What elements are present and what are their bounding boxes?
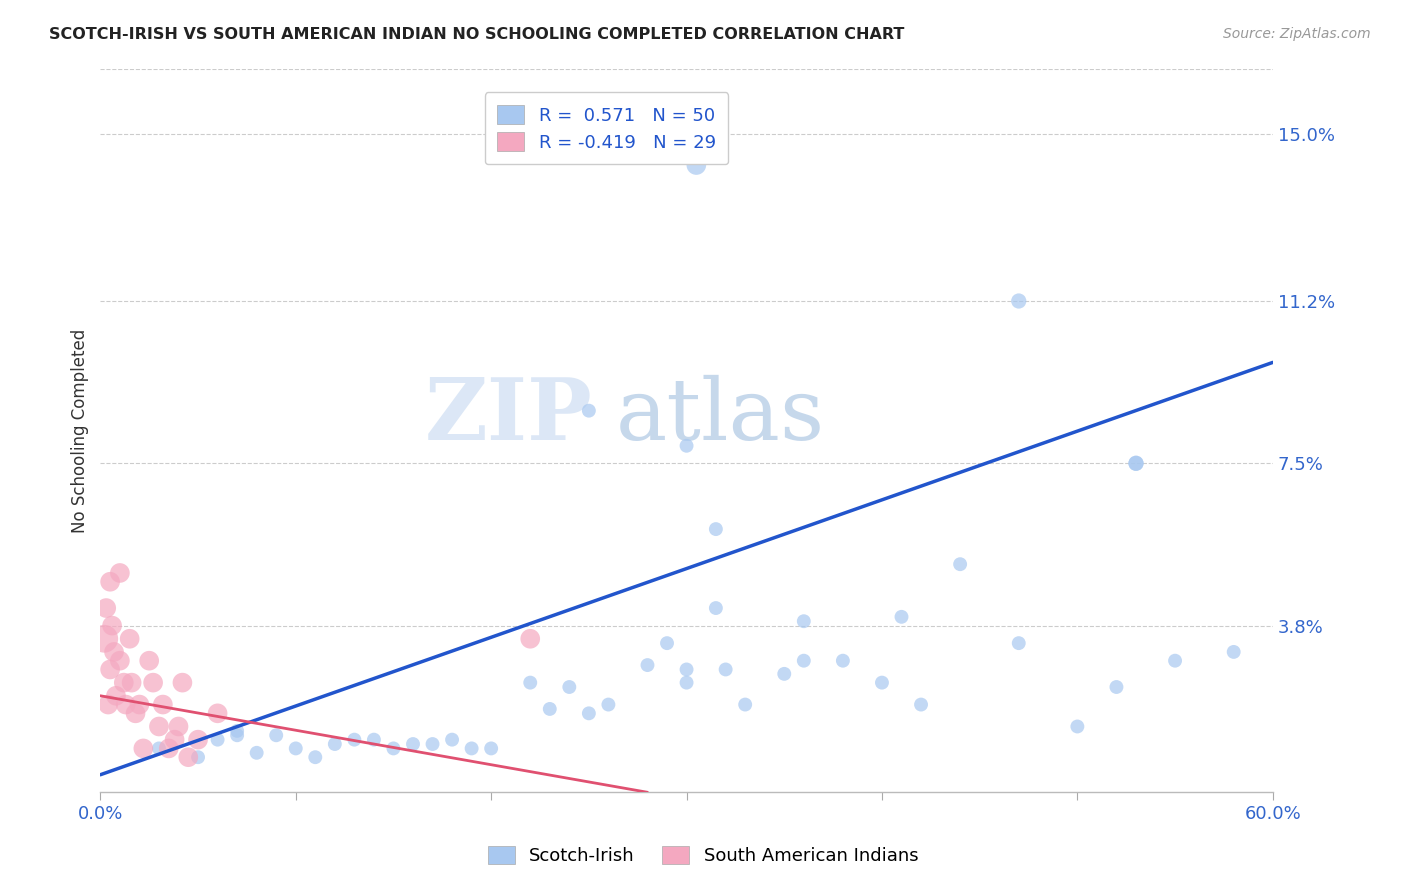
Point: [793, 614, 815, 628]
Legend: R =  0.571   N = 50, R = -0.419   N = 29: R = 0.571 N = 50, R = -0.419 N = 29: [485, 92, 728, 164]
Point: [148, 719, 170, 733]
Point: [675, 663, 697, 677]
Point: [1125, 456, 1147, 470]
Point: [167, 719, 190, 733]
Point: [1105, 680, 1128, 694]
Point: [655, 636, 678, 650]
Point: [97, 698, 120, 712]
Point: [96, 601, 118, 615]
Point: [152, 698, 174, 712]
Point: [304, 750, 326, 764]
Point: [118, 632, 141, 646]
Text: ZIP: ZIP: [425, 374, 593, 458]
Point: [714, 663, 737, 677]
Text: SCOTCH-IRISH VS SOUTH AMERICAN INDIAN NO SCHOOLING COMPLETED CORRELATION CHART: SCOTCH-IRISH VS SOUTH AMERICAN INDIAN NO…: [49, 27, 904, 42]
Point: [207, 732, 229, 747]
Legend: Scotch-Irish, South American Indians: Scotch-Irish, South American Indians: [479, 837, 927, 874]
Point: [98, 574, 121, 589]
Point: [112, 675, 135, 690]
Point: [831, 654, 853, 668]
Point: [578, 706, 600, 721]
Point: [363, 732, 385, 747]
Point: [148, 741, 170, 756]
Point: [108, 654, 131, 668]
Point: [704, 522, 727, 536]
Point: [98, 663, 121, 677]
Point: [163, 732, 186, 747]
Point: [538, 702, 561, 716]
Point: [114, 698, 136, 712]
Point: [1008, 636, 1031, 650]
Point: [323, 737, 346, 751]
Y-axis label: No Schooling Completed: No Schooling Completed: [72, 328, 89, 533]
Point: [177, 750, 200, 764]
Point: [704, 601, 727, 615]
Point: [598, 698, 620, 712]
Point: [949, 557, 972, 571]
Text: atlas: atlas: [616, 375, 825, 458]
Point: [343, 732, 366, 747]
Point: [226, 723, 249, 738]
Point: [793, 654, 815, 668]
Point: [675, 439, 697, 453]
Point: [685, 158, 707, 172]
Point: [103, 645, 125, 659]
Point: [101, 618, 124, 632]
Point: [675, 675, 697, 690]
Point: [246, 746, 269, 760]
Point: [1125, 456, 1147, 470]
Point: [132, 741, 155, 756]
Point: [128, 698, 150, 712]
Point: [124, 706, 146, 721]
Text: Source: ZipAtlas.com: Source: ZipAtlas.com: [1223, 27, 1371, 41]
Point: [1008, 293, 1031, 308]
Point: [121, 675, 143, 690]
Point: [1164, 654, 1187, 668]
Point: [264, 728, 287, 742]
Point: [558, 680, 581, 694]
Point: [284, 741, 307, 756]
Point: [578, 403, 600, 417]
Point: [734, 698, 756, 712]
Point: [226, 728, 249, 742]
Point: [890, 610, 912, 624]
Point: [1222, 645, 1244, 659]
Point: [93, 632, 115, 646]
Point: [138, 654, 160, 668]
Point: [172, 675, 194, 690]
Point: [108, 566, 131, 580]
Point: [142, 675, 165, 690]
Point: [870, 675, 893, 690]
Point: [402, 737, 425, 751]
Point: [519, 675, 541, 690]
Point: [207, 706, 229, 721]
Point: [422, 737, 444, 751]
Point: [382, 741, 405, 756]
Point: [637, 658, 659, 673]
Point: [519, 632, 541, 646]
Point: [773, 666, 796, 681]
Point: [441, 732, 464, 747]
Point: [104, 689, 127, 703]
Point: [187, 732, 209, 747]
Point: [1066, 719, 1088, 733]
Point: [910, 698, 932, 712]
Point: [460, 741, 482, 756]
Point: [157, 741, 180, 756]
Point: [187, 750, 209, 764]
Point: [479, 741, 502, 756]
